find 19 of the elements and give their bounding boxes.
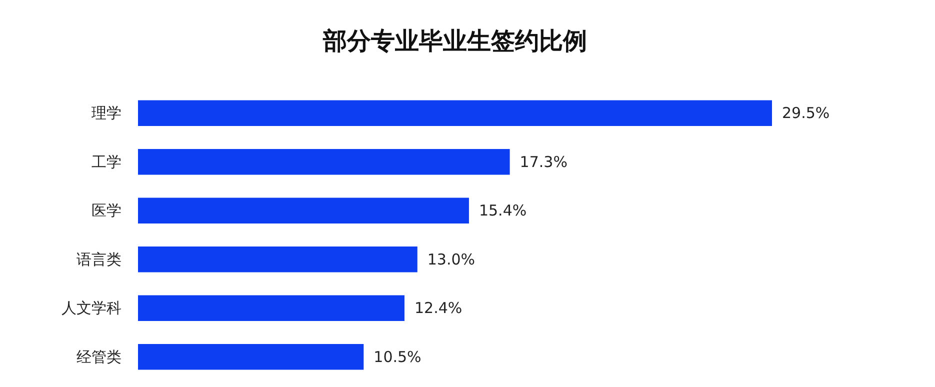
- chart-title: 部分专业毕业生签约比例: [322, 27, 587, 55]
- data-label: 10.5%: [374, 348, 422, 366]
- y-tick-label: 人文学科: [62, 299, 122, 318]
- y-tick-label: 经管类: [76, 348, 122, 366]
- y-tick-label: 医学: [92, 202, 122, 220]
- y-tick-label: 工学: [92, 152, 122, 171]
- data-label: 15.4%: [478, 202, 527, 220]
- data-label: 29.5%: [782, 104, 830, 122]
- data-label: 17.3%: [520, 152, 568, 171]
- bar: [138, 344, 364, 370]
- bar: [138, 100, 772, 126]
- data-label: 12.4%: [414, 299, 462, 318]
- data-label: 13.0%: [427, 250, 476, 268]
- bar: [138, 295, 404, 322]
- y-tick-label: 理学: [92, 104, 122, 122]
- bar: [138, 198, 469, 224]
- bar: [138, 148, 510, 175]
- bar: [138, 246, 418, 272]
- y-tick-label: 语言类: [76, 250, 122, 268]
